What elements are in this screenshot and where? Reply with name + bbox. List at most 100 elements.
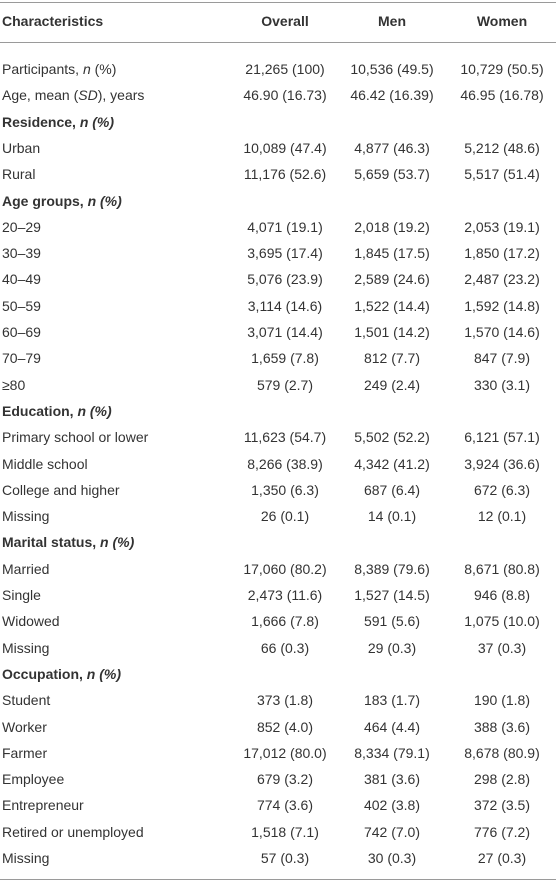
section-label: Marital status, n (%)	[2, 529, 134, 555]
value-cell: 1,666 (7.8)	[251, 613, 319, 630]
value-cell: 852 (4.0)	[256, 718, 314, 735]
row-label: 70–79	[2, 350, 41, 367]
header-rule	[0, 42, 556, 43]
row-label: 20–29	[2, 218, 41, 235]
top-rule	[0, 2, 556, 3]
value-cell: 8,678 (80.9)	[464, 744, 540, 761]
row-label: Missing	[2, 639, 50, 656]
value-cell: 30 (0.3)	[367, 850, 417, 866]
value-cell: 381 (3.6)	[363, 771, 421, 788]
value-cell: 46.90 (16.73)	[243, 87, 327, 104]
row-label: Worker	[2, 718, 47, 735]
label-part: n (%)	[87, 192, 122, 209]
value-cell: 5,212 (48.6)	[464, 139, 540, 156]
value-cell: 183 (1.7)	[363, 692, 421, 709]
row-label: Missing	[2, 508, 50, 525]
label-part: Marital status,	[2, 534, 101, 551]
value-cell: 847 (7.9)	[473, 350, 531, 367]
value-cell: 6,121 (57.1)	[464, 429, 540, 446]
row-label: Missing	[2, 850, 50, 866]
value-cell: 12 (0.1)	[477, 508, 527, 525]
value-cell: 742 (7.0)	[363, 823, 421, 840]
value-cell: 579 (2.7)	[256, 376, 314, 393]
section-label: Residence, n (%)	[2, 109, 114, 135]
value-cell: 464 (4.4)	[363, 718, 421, 735]
label-part: Participants,	[2, 61, 83, 77]
value-cell: 3,695 (17.4)	[247, 245, 323, 262]
value-cell: 17,060 (80.2)	[243, 560, 327, 577]
row-label: Entrepreneur	[2, 797, 84, 814]
value-cell: 1,592 (14.8)	[464, 297, 540, 314]
value-cell: 1,075 (10.0)	[464, 613, 540, 630]
value-cell: 1,501 (14.2)	[354, 324, 430, 340]
value-cell: 2,473 (11.6)	[247, 587, 323, 603]
label-part: SD	[78, 87, 98, 104]
header-cell: Men	[378, 13, 406, 29]
value-cell: 679 (3.2)	[256, 771, 314, 788]
row-label: Primary school or lower	[2, 429, 149, 446]
value-cell: 8,389 (79.6)	[354, 560, 430, 577]
row-label: ≥80	[2, 376, 26, 393]
value-cell: 4,071 (19.1)	[247, 218, 323, 235]
value-cell: 946 (8.8)	[473, 587, 531, 603]
value-cell: 372 (3.5)	[473, 797, 531, 814]
value-cell: 402 (3.8)	[363, 797, 421, 814]
row-label: Student	[2, 692, 51, 709]
value-cell: 10,729 (50.5)	[460, 61, 544, 77]
value-cell: 2,053 (19.1)	[464, 218, 540, 235]
value-cell: 249 (2.4)	[363, 376, 421, 393]
header-cell: Characteristics	[2, 13, 104, 29]
value-cell: 1,522 (14.4)	[354, 297, 430, 314]
value-cell: 672 (6.3)	[473, 481, 531, 498]
row-label: Middle school	[2, 455, 88, 472]
value-cell: 46.42 (16.39)	[350, 87, 434, 104]
value-cell: 21,265 (100)	[245, 61, 325, 77]
row-label: Employee	[2, 771, 65, 788]
value-cell: 2,018 (19.2)	[354, 218, 430, 235]
label-part: n (%)	[77, 402, 112, 419]
value-cell: 5,502 (52.2)	[354, 429, 430, 446]
row-label: Retired or unemployed	[2, 823, 144, 840]
label-part: ), years	[97, 87, 145, 104]
label-part: Education,	[2, 402, 78, 419]
row-label: Rural	[2, 166, 36, 183]
row-label: Single	[2, 587, 41, 603]
value-cell: 1,845 (17.5)	[354, 245, 430, 262]
header-cell: Overall	[261, 13, 309, 29]
value-cell: 29 (0.3)	[367, 639, 417, 656]
value-cell: 774 (3.6)	[256, 797, 314, 814]
value-cell: 190 (1.8)	[473, 692, 531, 709]
value-cell: 687 (6.4)	[363, 481, 421, 498]
value-cell: 4,877 (46.3)	[354, 139, 430, 156]
row-label: 40–49	[2, 271, 41, 288]
value-cell: 2,589 (24.6)	[354, 271, 430, 288]
value-cell: 26 (0.1)	[260, 508, 310, 525]
row-label: Farmer	[2, 744, 48, 761]
value-cell: 388 (3.6)	[473, 718, 531, 735]
value-cell: 8,671 (80.8)	[464, 560, 540, 577]
value-cell: 5,659 (53.7)	[354, 166, 430, 183]
row-label: 50–59	[2, 297, 41, 314]
value-cell: 10,089 (47.4)	[243, 139, 327, 156]
row-label: 60–69	[2, 324, 41, 340]
value-cell: 11,176 (52.6)	[243, 166, 327, 183]
label-part: (%)	[90, 61, 117, 77]
label-part: Occupation,	[2, 665, 87, 682]
label-part: n (%)	[79, 113, 115, 130]
row-label: Participants, n (%)	[2, 56, 116, 82]
value-cell: 8,334 (79.1)	[354, 744, 430, 761]
value-cell: 3,114 (14.6)	[247, 297, 323, 314]
row-label: Age, mean (SD), years	[2, 82, 144, 108]
value-cell: 8,266 (38.9)	[247, 455, 323, 472]
row-label: Widowed	[2, 613, 60, 630]
value-cell: 373 (1.8)	[256, 692, 314, 709]
label-part: Residence,	[2, 113, 80, 130]
value-cell: 10,536 (49.5)	[350, 61, 434, 77]
value-cell: 3,924 (36.6)	[464, 455, 540, 472]
value-cell: 11,623 (54.7)	[243, 429, 327, 446]
header-cell: Women	[476, 13, 528, 29]
value-cell: 1,570 (14.6)	[464, 324, 540, 340]
value-cell: 1,659 (7.8)	[251, 350, 319, 367]
section-label: Occupation, n (%)	[2, 661, 121, 687]
